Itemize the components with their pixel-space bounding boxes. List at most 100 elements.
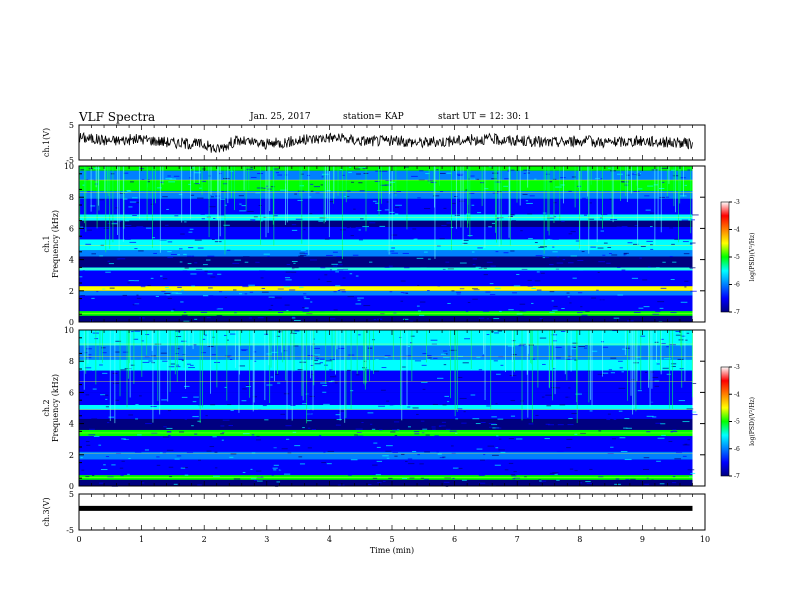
noise-speck xyxy=(613,418,617,420)
noise-speck xyxy=(526,202,533,204)
noise-speck xyxy=(332,251,338,253)
noise-speck xyxy=(329,376,337,378)
noise-speck xyxy=(426,355,432,357)
noise-speck xyxy=(477,247,483,249)
noise-speck xyxy=(388,250,395,252)
noise-speck xyxy=(165,286,169,288)
noise-speck xyxy=(491,416,497,418)
noise-speck xyxy=(417,197,421,199)
noise-speck xyxy=(234,312,237,314)
noise-speck xyxy=(293,345,299,347)
noise-speck xyxy=(526,210,529,212)
noise-speck xyxy=(87,191,93,193)
noise-speck xyxy=(238,195,244,197)
noise-speck xyxy=(527,279,532,281)
noise-speck xyxy=(376,460,383,462)
noise-speck xyxy=(120,475,124,477)
noise-speck xyxy=(249,291,254,293)
colorbar-tick-label: -6 xyxy=(734,446,740,453)
noise-speck xyxy=(191,167,195,169)
noise-speck xyxy=(583,347,588,349)
noise-speck xyxy=(407,406,411,408)
noise-speck xyxy=(680,301,688,303)
noise-speck xyxy=(510,250,515,252)
noise-speck xyxy=(270,304,274,306)
noise-speck xyxy=(116,273,121,275)
noise-speck xyxy=(508,438,514,440)
noise-speck xyxy=(553,305,558,307)
noise-speck xyxy=(140,286,146,288)
noise-speck xyxy=(535,399,541,401)
noise-speck xyxy=(589,202,592,204)
x-tick-label: 0 xyxy=(76,535,81,544)
noise-speck xyxy=(187,263,192,265)
noise-speck xyxy=(429,363,434,365)
noise-speck xyxy=(689,243,693,245)
noise-speck xyxy=(262,259,267,261)
noise-speck xyxy=(291,260,298,262)
noise-speck xyxy=(494,181,501,183)
noise-speck xyxy=(196,197,204,199)
noise-speck xyxy=(461,479,467,481)
noise-speck xyxy=(205,415,208,417)
noise-speck xyxy=(555,357,561,359)
noise-speck xyxy=(381,383,386,385)
noise-speck xyxy=(659,483,665,485)
noise-speck xyxy=(282,397,286,399)
noise-speck xyxy=(455,418,459,420)
noise-speck xyxy=(277,312,284,314)
noise-speck xyxy=(447,302,451,304)
noise-speck xyxy=(311,460,317,462)
noise-speck xyxy=(129,201,137,203)
noise-speck xyxy=(385,340,389,342)
noise-speck xyxy=(453,423,458,425)
noise-speck xyxy=(660,338,664,340)
noise-speck xyxy=(457,174,463,176)
noise-speck xyxy=(175,443,181,445)
noise-speck xyxy=(691,411,697,413)
noise-speck xyxy=(661,480,665,482)
noise-speck xyxy=(607,413,611,415)
noise-speck xyxy=(128,458,131,460)
noise-speck xyxy=(428,376,432,378)
noise-speck xyxy=(299,483,305,485)
noise-speck xyxy=(493,318,500,320)
noise-speck xyxy=(550,304,557,306)
noise-speck xyxy=(360,221,364,223)
noise-speck xyxy=(355,411,363,413)
noise-speck xyxy=(194,384,200,386)
noise-speck xyxy=(419,170,424,172)
noise-speck xyxy=(359,190,365,192)
noise-speck xyxy=(646,477,649,479)
noise-speck xyxy=(343,472,347,474)
noise-speck xyxy=(256,187,263,189)
noise-speck xyxy=(531,302,534,304)
noise-speck xyxy=(507,412,512,414)
y-axis-label-channel: ch.2 xyxy=(42,399,51,416)
noise-speck xyxy=(190,364,194,366)
noise-speck xyxy=(615,478,620,480)
noise-speck xyxy=(250,478,257,480)
x-tick-label: 8 xyxy=(577,535,582,544)
noise-speck xyxy=(349,273,353,275)
noise-speck xyxy=(315,376,319,378)
noise-speck xyxy=(395,204,402,206)
noise-speck xyxy=(219,473,227,475)
noise-speck xyxy=(201,352,207,354)
noise-speck xyxy=(302,445,306,447)
noise-speck xyxy=(315,274,323,276)
noise-speck xyxy=(506,361,512,363)
noise-speck xyxy=(549,311,555,313)
noise-speck xyxy=(534,424,537,426)
noise-speck xyxy=(376,446,381,448)
noise-speck xyxy=(677,358,684,360)
noise-speck xyxy=(252,396,257,398)
noise-speck xyxy=(388,265,393,267)
noise-speck xyxy=(482,355,485,357)
noise-speck xyxy=(358,167,366,169)
noise-speck xyxy=(267,255,270,257)
noise-speck xyxy=(286,264,291,266)
noise-speck xyxy=(598,476,604,478)
noise-speck xyxy=(176,366,181,368)
noise-speck xyxy=(646,431,651,433)
